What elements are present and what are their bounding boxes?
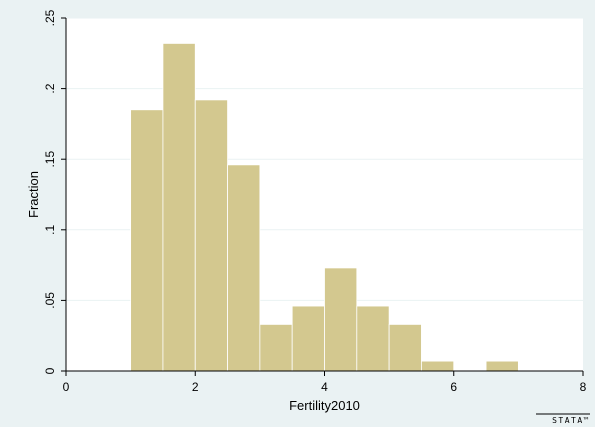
axes (61, 17, 584, 376)
x-tick-label: 6 (450, 380, 457, 394)
histogram-bar (421, 360, 455, 372)
x-tick-label: 0 (63, 380, 70, 394)
histogram-bar (162, 43, 196, 372)
x-tick-label: 4 (321, 380, 328, 394)
tick-labels: 0 .05 .1 .15 .2 .25 0 2 4 6 8 (43, 9, 587, 394)
y-tick-label: .25 (43, 9, 57, 26)
y-tick-label: .1 (43, 224, 57, 234)
histogram-bar (130, 109, 164, 372)
histogram-bar (388, 324, 422, 372)
histogram-bar (194, 99, 228, 372)
x-axis-title: Fertility2010 (289, 398, 360, 413)
x-tick-label: 2 (192, 380, 199, 394)
histogram-bar (227, 164, 261, 372)
stata-logo: STATA™ (536, 413, 590, 425)
histogram-bar (356, 305, 390, 372)
y-tick-label: 0 (43, 367, 57, 374)
y-tick-label: .2 (43, 83, 57, 93)
histogram-bar (259, 324, 293, 372)
y-tick-label: .15 (43, 151, 57, 168)
histogram-bar (485, 360, 519, 372)
histogram-bar (291, 305, 325, 372)
y-axis-title: Fraction (26, 171, 41, 218)
stata-logo-text: STATA™ (552, 416, 590, 425)
x-tick-label: 8 (580, 380, 587, 394)
y-tick-label: .05 (43, 292, 57, 309)
bars (130, 43, 519, 372)
histogram-bar (324, 267, 358, 372)
